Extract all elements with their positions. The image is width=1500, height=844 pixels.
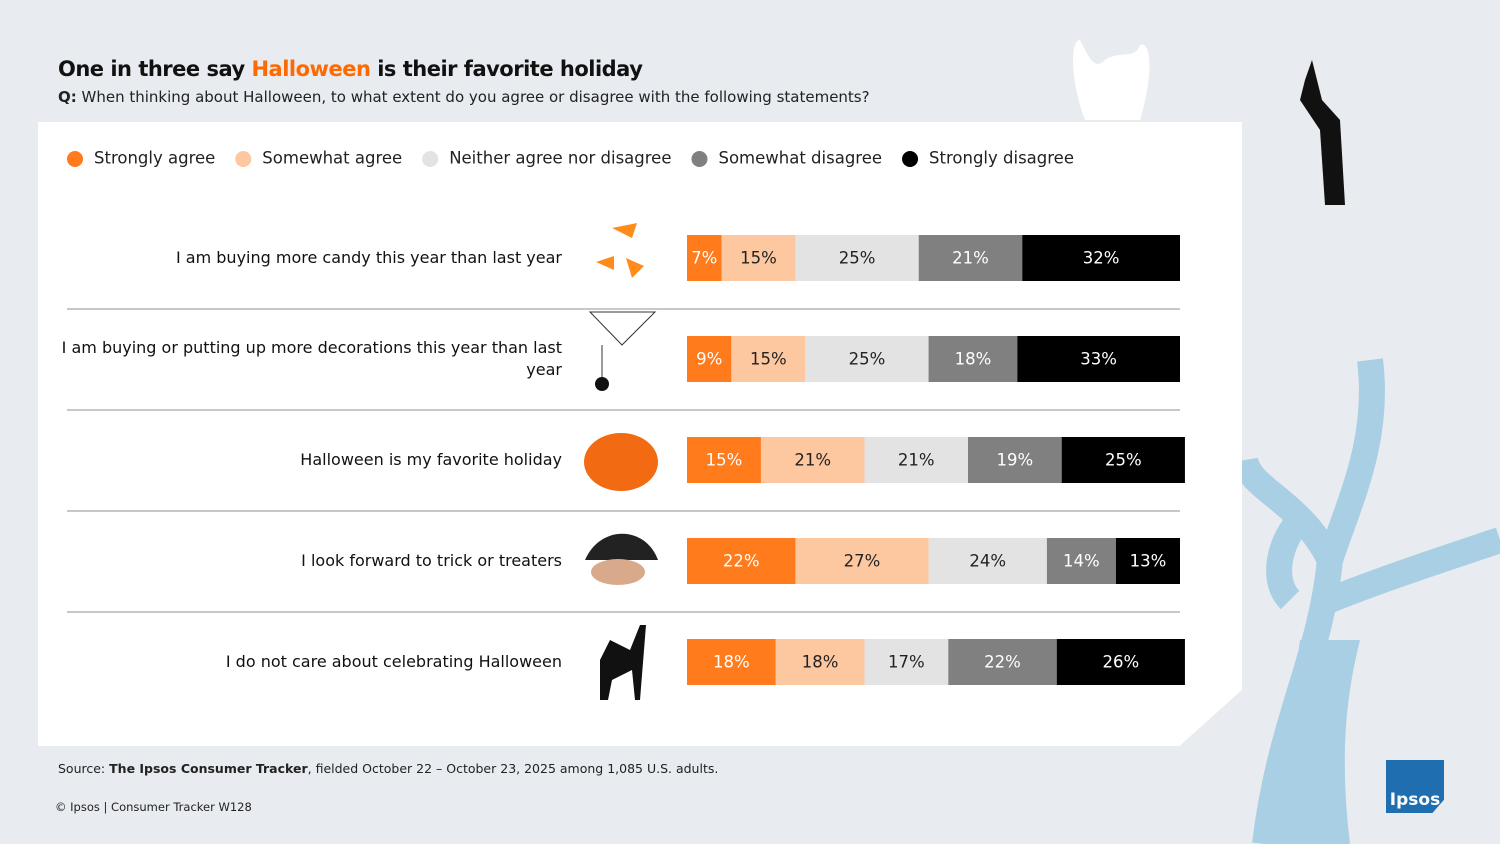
pumpkin-icon: [584, 433, 658, 491]
legend-label: Neither agree nor disagree: [449, 149, 671, 168]
bar-segment: [760, 437, 865, 483]
value-label: 13%: [1130, 552, 1167, 571]
icons: [584, 223, 658, 700]
bar-segment: [731, 336, 806, 382]
value-label: 15%: [706, 451, 743, 470]
value-label: 15%: [750, 350, 787, 369]
spider-icon: [595, 377, 609, 391]
hat-icon: [585, 533, 658, 560]
bar-segment: [687, 437, 761, 483]
value-label: 33%: [1080, 350, 1117, 369]
legend-swatch: [235, 151, 252, 167]
subtitle-prefix: Q:: [58, 88, 77, 106]
source: Source: The Ipsos Consumer Tracker, fiel…: [58, 761, 718, 776]
legend-label: Somewhat agree: [262, 149, 402, 168]
value-label: 14%: [1063, 552, 1100, 571]
title-highlight: Halloween: [251, 57, 371, 81]
legend-swatch: [67, 151, 83, 167]
bar-segment: [687, 336, 732, 382]
value-label: 25%: [849, 350, 886, 369]
zombie-hand: [1300, 60, 1345, 205]
bar-segment: [1017, 336, 1180, 382]
bar-segment: [928, 336, 1018, 382]
bar-segment: [1115, 538, 1180, 584]
value-label: 21%: [952, 249, 989, 268]
source-text: , fielded October 22 – October 23, 2025 …: [307, 761, 719, 776]
value-label: 27%: [844, 552, 881, 571]
tree-trunk: [1265, 640, 1360, 844]
value-label: 19%: [997, 451, 1034, 470]
source-label: Source:: [58, 761, 106, 776]
category-label: Halloween is my favorite holiday: [300, 450, 562, 469]
source-name: The Ipsos Consumer Tracker: [109, 761, 308, 776]
value-label: 17%: [888, 653, 925, 672]
bar-segment: [968, 437, 1062, 483]
bar-segment: [864, 639, 949, 685]
bar-segment: [1061, 437, 1185, 483]
bar-segment: [948, 639, 1057, 685]
category-label: I look forward to trick or treaters: [301, 551, 562, 570]
bar-segment: [928, 538, 1047, 584]
cat-icon: [600, 625, 646, 700]
title-text: One in three say: [58, 57, 252, 81]
bar-segment: [1056, 639, 1185, 685]
bar-segment: [805, 336, 929, 382]
value-label: 22%: [984, 653, 1021, 672]
bar-segment: [721, 235, 796, 281]
mask-icon: [591, 559, 645, 585]
value-label: 22%: [723, 552, 760, 571]
value-label: 9%: [696, 350, 722, 369]
candy-icon: [596, 223, 644, 278]
bar-segment: [795, 538, 929, 584]
bar-segment: [1022, 235, 1180, 281]
legend-label: Strongly disagree: [929, 149, 1074, 168]
bar-segment: [795, 235, 919, 281]
value-label: 25%: [1105, 451, 1142, 470]
bar-segment: [687, 235, 722, 281]
bar-segment: [775, 639, 865, 685]
subtitle-text: When thinking about Halloween, to what e…: [81, 88, 870, 106]
legend-swatch: [691, 151, 708, 167]
bar-segment: [687, 538, 796, 584]
value-label: 21%: [898, 451, 935, 470]
legend-swatch: [422, 151, 439, 167]
footer: © Ipsos | Consumer Tracker W128: [55, 800, 252, 814]
title-text: is their favorite holiday: [370, 57, 643, 81]
value-label: 21%: [794, 451, 831, 470]
category-label: I am buying or putting up more decoratio…: [61, 338, 562, 379]
value-label: 18%: [802, 653, 839, 672]
ghost: [1073, 40, 1150, 120]
chart-title: One in three say Halloween is their favo…: [58, 57, 643, 81]
value-label: 25%: [839, 249, 876, 268]
legend-swatch: [902, 151, 919, 167]
value-label: 15%: [740, 249, 777, 268]
value-label: 18%: [955, 350, 992, 369]
value-label: 26%: [1102, 653, 1139, 672]
category-label: I do not care about celebrating Hallowee…: [225, 652, 562, 671]
logo: Ipsos: [1386, 760, 1444, 813]
value-label: 32%: [1083, 249, 1120, 268]
bar-segment: [1046, 538, 1116, 584]
value-label: 7%: [691, 249, 717, 268]
bar-segment: [687, 639, 776, 685]
subtitle: Q: When thinking about Halloween, to wha…: [58, 88, 870, 106]
web-icon: [588, 311, 657, 346]
value-label: 18%: [713, 653, 750, 672]
bar-segment: [864, 437, 969, 483]
value-label: 24%: [969, 552, 1006, 571]
bar-segment: [918, 235, 1023, 281]
legend-label: Strongly agree: [94, 149, 215, 168]
category-label: I am buying more candy this year than la…: [175, 248, 562, 267]
legend-label: Somewhat disagree: [718, 149, 882, 168]
tree: [1232, 358, 1500, 844]
